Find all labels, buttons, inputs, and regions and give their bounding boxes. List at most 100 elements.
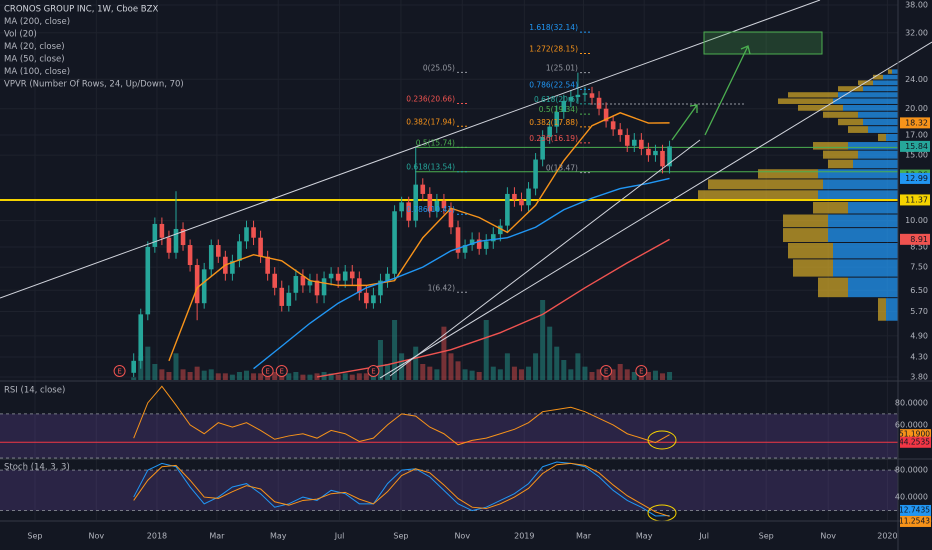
target-box — [703, 31, 823, 55]
fib-label: 0.786(10.41) — [406, 205, 455, 214]
candle-body — [385, 273, 390, 281]
candle-body — [378, 280, 383, 296]
arrow-head — [740, 45, 751, 55]
volume-bar — [526, 366, 532, 380]
earnings-marker — [367, 365, 380, 377]
volume-bar — [392, 320, 398, 380]
x-tick-label: Mar — [576, 532, 592, 541]
volume-bar — [582, 366, 588, 380]
fib-label: 0.618(20.6) — [534, 95, 578, 104]
y-tick-label: 5.70 — [910, 307, 928, 316]
vpvr-up — [886, 133, 898, 142]
vpvr-down — [698, 190, 818, 201]
volume-bar — [561, 360, 567, 380]
vpvr-up — [873, 80, 898, 86]
vpvr-down — [828, 159, 853, 169]
legend-entry: MA (100, close) — [4, 67, 70, 77]
candle-body — [293, 276, 299, 293]
vpvr-up — [823, 179, 898, 190]
stoch-tick-label: 40.0000 — [895, 493, 928, 502]
x-tick-label: Nov — [454, 532, 470, 541]
y-tick-label: 7.50 — [910, 263, 928, 272]
candle-body — [603, 108, 609, 122]
fib-label: 0.382(17.94) — [406, 117, 455, 126]
candle-body — [631, 139, 637, 146]
volume-bar — [363, 373, 369, 380]
vpvr-down — [888, 69, 892, 74]
volume-bar — [131, 377, 137, 380]
earnings-label: E — [265, 368, 269, 376]
candle-body — [505, 193, 510, 226]
x-tick-label: Sep — [393, 532, 408, 541]
volume-bar — [547, 326, 553, 380]
vpvr-down — [813, 142, 848, 150]
volume-bar — [476, 372, 482, 380]
rsi-tag — [900, 429, 931, 441]
candle-body — [138, 314, 144, 361]
legend-entry: VPVR (Number Of Rows, 24, Up/Down, 70) — [4, 80, 184, 90]
vpvr-down — [783, 228, 828, 242]
fib-label: 0.786(22.54) — [529, 80, 578, 89]
vpvr-up — [828, 214, 898, 228]
vpvr-down — [813, 201, 848, 214]
candle-body — [462, 245, 468, 253]
vpvr-down — [838, 118, 863, 126]
arrow — [671, 104, 698, 141]
x-tick-label: Sep — [759, 532, 774, 541]
y-tick-label: 3.80 — [910, 372, 928, 381]
candle-body — [617, 129, 623, 135]
volume-bar — [645, 372, 651, 380]
fib-label: 0(13.47) — [546, 164, 578, 173]
candle-body — [208, 245, 214, 270]
x-tick-label: Mar — [209, 532, 225, 541]
candle-body — [413, 184, 419, 221]
candle-body — [490, 234, 496, 242]
rsi-line — [133, 385, 670, 446]
candle-body — [173, 228, 179, 253]
fib-label: 1(6.42) — [428, 283, 455, 292]
trend-line — [0, 0, 821, 299]
vpvr-up — [833, 259, 898, 277]
volume-bar — [660, 373, 666, 380]
stoch-tag — [900, 504, 931, 516]
candle-body — [265, 256, 270, 274]
candle-body — [498, 225, 503, 235]
rsi-tick-label: 60.0000 — [895, 420, 928, 429]
price-tag-label: 18.32 — [905, 118, 928, 127]
y-tick-label: 8.50 — [910, 242, 928, 251]
fib-label: 0.618(13.54) — [406, 163, 455, 172]
arrow — [704, 45, 749, 136]
vpvr-down — [788, 242, 833, 259]
candle-body — [455, 227, 461, 253]
volume-bar — [145, 346, 151, 380]
stoch-line — [133, 462, 670, 517]
volume-bar — [159, 369, 165, 380]
candle-body — [533, 159, 538, 189]
vpvr-up — [838, 92, 898, 98]
rsi-tag-label: 44.2535 — [899, 437, 930, 446]
candle-body — [279, 287, 285, 306]
plot-layer — [0, 0, 898, 520]
candle-body — [582, 93, 588, 95]
candle-body — [364, 292, 369, 304]
volume-bar — [236, 372, 242, 380]
candle-body — [448, 208, 454, 228]
vpvr-down — [818, 277, 848, 298]
volume-bar — [462, 369, 468, 380]
candle-body — [230, 260, 235, 274]
stoch-tag-label: 12.7435 — [899, 505, 930, 514]
vpvr-down — [878, 133, 886, 142]
vpvr-down — [823, 111, 858, 118]
candle-body — [526, 188, 531, 206]
volume-bar — [272, 372, 278, 380]
candle-body — [300, 276, 306, 286]
vpvr-down — [708, 179, 823, 190]
vpvr-up — [863, 118, 898, 126]
volume-bar — [385, 364, 391, 380]
candle-body — [314, 280, 320, 296]
volume-bar — [448, 353, 454, 380]
earnings-label: E — [371, 368, 375, 376]
volume-bar — [610, 369, 616, 380]
volume-bar — [667, 372, 673, 380]
